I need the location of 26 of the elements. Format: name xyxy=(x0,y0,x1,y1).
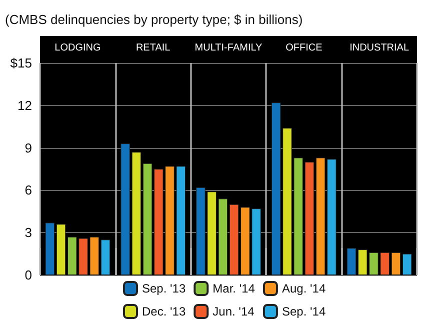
bar xyxy=(391,252,401,275)
bar xyxy=(56,224,66,275)
y-tick-label: 6 xyxy=(24,182,32,198)
y-tick-label: 9 xyxy=(24,140,32,156)
x-tick-label: OFFICE xyxy=(286,42,323,54)
bar xyxy=(402,254,412,275)
x-tick-label: LODGING xyxy=(54,42,101,54)
legend-label: Mar. '14 xyxy=(212,282,256,296)
legend-label: Sep. '14 xyxy=(282,304,326,318)
y-tick-label: $15 xyxy=(10,56,32,70)
legend-label: Jun. '14 xyxy=(212,304,255,318)
legend-label: Sep. '13 xyxy=(142,282,186,296)
bar xyxy=(142,163,152,275)
x-tick-label: INDUSTRIAL xyxy=(350,42,410,54)
bar xyxy=(100,240,110,275)
legend-label: Aug. '14 xyxy=(282,282,326,296)
y-tick-label: 0 xyxy=(24,268,32,282)
bar xyxy=(346,248,356,275)
y-tick-label: 12 xyxy=(18,98,32,113)
x-tick-label: MULTI-FAMILY xyxy=(194,42,263,54)
bar xyxy=(304,162,314,275)
x-tick-label: RETAIL xyxy=(136,42,171,54)
chart-title: (CMBS delinquencies by property type; $ in billions) xyxy=(5,12,303,27)
bar xyxy=(45,222,55,275)
legend-label: Dec. '13 xyxy=(142,304,186,318)
y-tick-label: 3 xyxy=(24,225,32,240)
